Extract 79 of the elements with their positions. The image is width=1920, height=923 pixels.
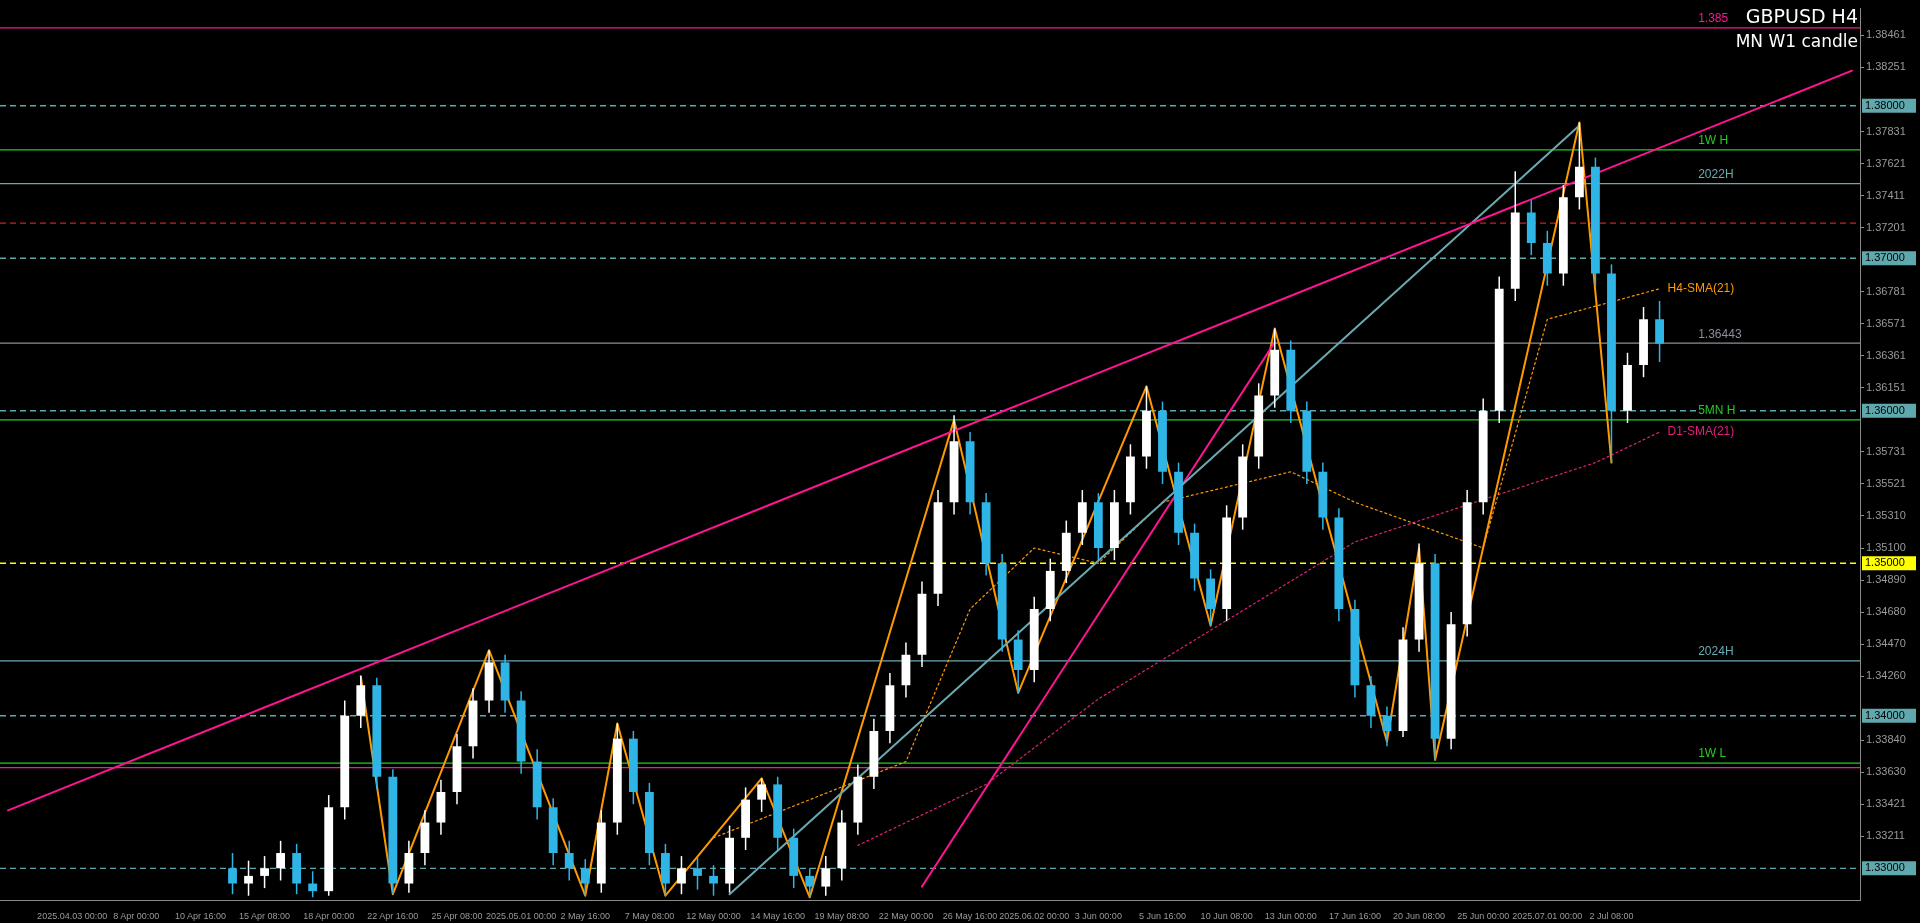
y-tick-label: 1.37411 <box>1866 188 1905 201</box>
candlestick <box>805 867 815 899</box>
ref-line-label: 5MN H <box>1698 403 1736 418</box>
ref-line-label: 1.38000 <box>1865 98 1905 111</box>
y-tick-label: 1.38461 <box>1866 28 1906 41</box>
x-tick-label: 25 Jun 00:00 <box>1457 910 1510 921</box>
ref-line-label: 2024H <box>1698 644 1734 659</box>
x-tick-label: 22 May 00:00 <box>878 910 934 921</box>
ref-line-label: 2022H <box>1698 166 1734 181</box>
x-tick-label: 18 Apr 00:00 <box>303 910 355 921</box>
candlestick <box>821 855 831 897</box>
candlestick <box>580 858 590 897</box>
candlestick <box>709 864 718 897</box>
y-tick-label: 1.36361 <box>1866 348 1906 361</box>
candlestick <box>244 859 253 897</box>
candlestick <box>757 777 767 813</box>
x-tick-label: 2025.04.03 00:00 <box>37 910 108 921</box>
candlestick <box>677 855 686 895</box>
y-tick-label: 1.33421 <box>1866 797 1906 810</box>
x-tick-label: 3 Jun 00:00 <box>1074 910 1122 921</box>
ref-line-label: 1.33000 <box>1865 861 1905 874</box>
x-tick-label: 14 May 16:00 <box>750 910 805 921</box>
y-tick-label: 1.35100 <box>1866 541 1906 554</box>
chart-title: GBPUSD H4 <box>1745 5 1858 27</box>
line-series <box>857 431 1661 846</box>
x-tick-label: 10 Jun 08:00 <box>1200 910 1253 921</box>
ref-line-label: 1.37000 <box>1865 251 1905 264</box>
series-label: H4-SMA(21) <box>1667 281 1735 296</box>
series-label: D1-SMA(21) <box>1667 424 1735 439</box>
x-tick-label: 25 Apr 08:00 <box>431 910 483 921</box>
x-tick-label: 5 Jun 16:00 <box>1138 910 1187 921</box>
y-tick-label: 1.33211 <box>1866 829 1905 842</box>
y-tick-label: 1.35731 <box>1866 444 1906 457</box>
ref-line-label: 1.385 <box>1698 11 1729 26</box>
x-tick-label: 15 Apr 08:00 <box>239 910 291 921</box>
ref-line-label: 1W H <box>1698 133 1729 148</box>
candlestick <box>693 856 702 891</box>
y-tick-label: 1.38251 <box>1866 60 1906 73</box>
x-tick-label: 26 May 16:00 <box>942 910 998 921</box>
candlestick <box>228 852 237 895</box>
ref-line-label: 1.35000 <box>1865 556 1905 569</box>
y-tick-label: 1.36781 <box>1866 284 1906 297</box>
x-tick-label: 12 May 00:00 <box>686 910 741 921</box>
ref-line-label: 1.34000 <box>1865 708 1905 721</box>
x-tick-label: 17 Jun 16:00 <box>1328 910 1381 921</box>
ref-line-label: 1.36000 <box>1865 403 1905 416</box>
x-tick-label: 2 Jul 08:00 <box>1589 910 1634 921</box>
x-tick-label: 2025.06.02 00:00 <box>999 910 1070 921</box>
x-tick-label: 13 Jun 00:00 <box>1264 910 1317 921</box>
x-tick-label: 8 Apr 00:00 <box>113 910 160 921</box>
y-tick-label: 1.37831 <box>1866 124 1906 137</box>
x-tick-label: 22 Apr 16:00 <box>367 910 419 921</box>
candlestick <box>1382 705 1392 748</box>
x-tick-label: 10 Apr 16:00 <box>174 910 226 921</box>
y-tick-label: 1.37621 <box>1866 156 1906 169</box>
y-tick-label: 1.33840 <box>1866 733 1906 746</box>
text: MN W1 candle <box>1735 31 1858 51</box>
x-tick-label: 2025.05.01 00:00 <box>486 910 557 921</box>
candlestick <box>308 870 318 899</box>
y-tick-label: 1.35310 <box>1866 509 1906 522</box>
y-tick-label: 1.34890 <box>1866 573 1906 586</box>
y-tick-label: 1.35521 <box>1866 476 1906 489</box>
y-tick-label: 1.36571 <box>1866 316 1906 329</box>
x-tick-label: 2 May 16:00 <box>560 910 611 921</box>
candlestick <box>564 840 574 882</box>
x-tick-label: 20 Jun 08:00 <box>1393 910 1446 921</box>
ref-line-label: 1.36443 <box>1698 326 1742 341</box>
x-tick-label: 7 May 08:00 <box>624 910 675 921</box>
ref-line-label: 1W L <box>1698 746 1727 761</box>
candlestick <box>260 855 269 889</box>
y-tick-label: 1.33630 <box>1866 765 1906 778</box>
y-tick-label: 1.34470 <box>1866 637 1906 650</box>
y-tick-label: 1.36151 <box>1866 380 1906 393</box>
y-tick-label: 1.37201 <box>1866 220 1906 233</box>
y-tick-label: 1.34680 <box>1866 605 1906 618</box>
candlestick <box>276 840 286 882</box>
x-tick-label: 2025.07.01 00:00 <box>1512 910 1583 921</box>
y-tick-label: 1.34260 <box>1866 669 1906 682</box>
x-tick-label: 19 May 08:00 <box>814 910 870 921</box>
